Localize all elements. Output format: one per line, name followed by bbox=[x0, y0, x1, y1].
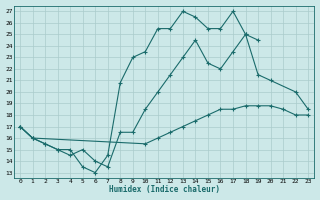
X-axis label: Humidex (Indice chaleur): Humidex (Indice chaleur) bbox=[108, 185, 220, 194]
